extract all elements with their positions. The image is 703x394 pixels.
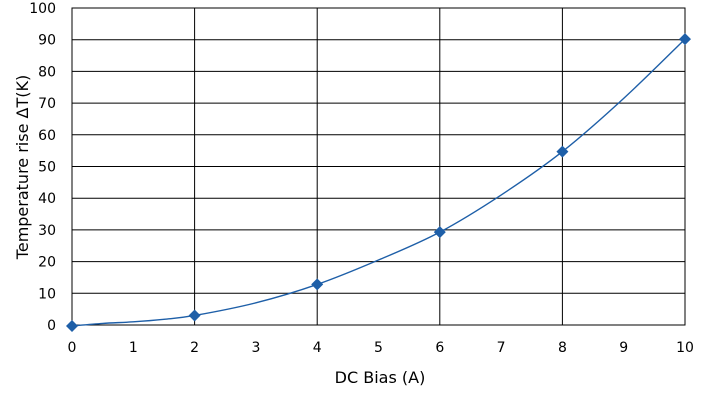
x-tick-label: 10 [676,340,694,356]
y-tick-label: 10 [38,286,56,302]
y-tick-label: 70 [38,96,56,112]
series-layer [66,33,691,332]
x-tick-label: 0 [68,340,77,356]
data-point-marker [433,226,446,239]
x-axis-label: DC Bias (A) [335,368,426,387]
data-point-marker [311,278,324,291]
y-tick-label: 50 [38,160,56,176]
data-point-marker [188,309,201,322]
y-tick-label: 30 [38,223,56,239]
data-point-marker [66,319,78,332]
x-tick-label: 2 [190,340,199,356]
x-tick-labels: 0 1 2 3 4 5 6 7 8 9 10 [68,340,694,356]
data-point-marker [556,145,569,158]
y-tick-label: 60 [38,128,56,144]
plot-frame [71,7,686,326]
y-tick-label: 80 [38,64,56,80]
y-tick-label: 100 [29,1,56,17]
y-axis-label: Temperature rise ΔT(K) [13,75,32,260]
y-tick-label: 0 [47,318,56,334]
series-line [71,38,686,327]
y-tick-labels: 0 10 20 30 40 50 60 70 80 90 100 [29,1,56,334]
x-tick-label: 5 [374,340,383,356]
data-point-marker [679,33,691,46]
x-tick-label: 6 [435,340,444,356]
x-tick-label: 4 [313,340,322,356]
y-tick-label: 20 [38,255,56,271]
x-tick-label: 7 [497,340,506,356]
x-tick-label: 9 [619,340,628,356]
grid-lines [71,7,686,326]
x-tick-label: 8 [558,340,567,356]
y-tick-label: 40 [38,191,56,207]
y-tick-label: 90 [38,33,56,49]
x-tick-label: 1 [129,340,138,356]
x-tick-label: 3 [251,340,260,356]
